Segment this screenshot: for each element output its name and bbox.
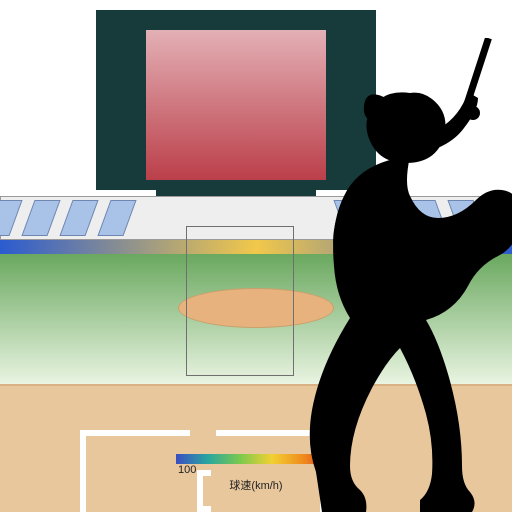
plate-line — [80, 430, 86, 512]
speed-legend-tick-min: 100 — [178, 464, 196, 476]
pitch-location-scene: 100 150 球速(km/h) — [0, 0, 512, 512]
strike-zone — [186, 226, 294, 376]
batter-silhouette — [290, 38, 512, 512]
plate-line — [80, 430, 190, 436]
plate-line — [197, 506, 211, 512]
